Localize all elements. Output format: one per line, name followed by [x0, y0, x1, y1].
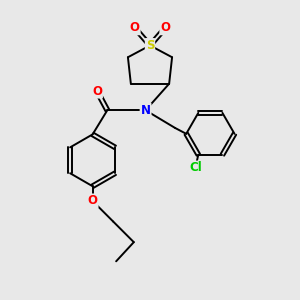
Text: Cl: Cl: [189, 161, 202, 175]
Text: O: O: [88, 194, 98, 207]
Text: N: N: [141, 104, 151, 117]
Text: S: S: [146, 39, 154, 52]
Text: O: O: [160, 21, 170, 34]
Text: O: O: [130, 21, 140, 34]
Text: O: O: [92, 85, 102, 98]
